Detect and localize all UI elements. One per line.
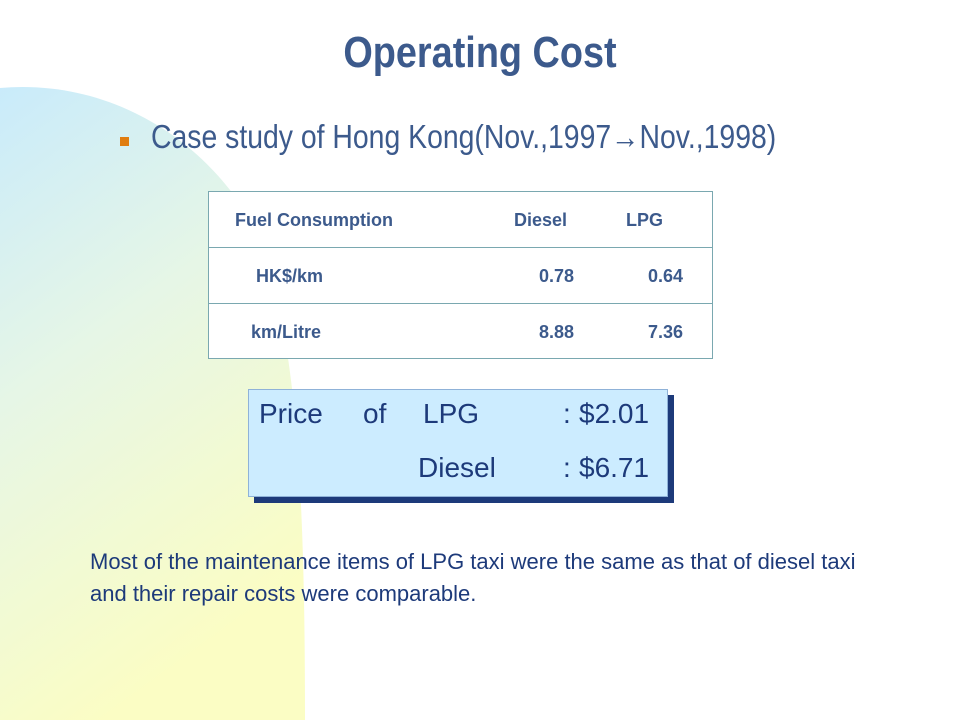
lpg-value: 0.64 [648, 266, 684, 286]
diesel-value: 8.88 [539, 322, 575, 342]
fuel-price-box: Price of LPG : $2.01 Diesel : $6.71 [248, 389, 668, 497]
table-row: km/Litre 8.88 7.36 [209, 304, 712, 360]
of-label: of [363, 398, 387, 429]
row-label: HK$/km [256, 266, 324, 286]
header-cell-lpg: LPG [626, 210, 664, 230]
lpg-fuel-label: LPG [423, 398, 480, 429]
table-header-row: Fuel Consumption Diesel LPG [209, 192, 712, 248]
lpg-value: 7.36 [648, 322, 684, 342]
slide-title: Operating Cost [343, 28, 617, 77]
fuel-consumption-table: Fuel Consumption Diesel LPG HK$/km 0.78 … [208, 191, 713, 359]
diesel-colon: : [563, 452, 571, 483]
diesel-fuel-label: Diesel [418, 452, 496, 483]
lpg-price-value: $2.01 [579, 398, 650, 429]
square-bullet-icon [120, 136, 129, 146]
row-label: km/Litre [251, 322, 322, 342]
bullet-point: Case study of Hong Kong(Nov.,1997→Nov.,1… [120, 118, 878, 156]
diesel-value: 0.78 [539, 266, 575, 286]
header-cell-fuel-consumption: Fuel Consumption [235, 210, 393, 230]
bullet-text: Case study of Hong Kong(Nov.,1997→Nov.,1… [151, 118, 777, 155]
diesel-price-value: $6.71 [579, 452, 650, 483]
maintenance-note: Most of the maintenance items of LPG tax… [90, 549, 856, 606]
header-cell-diesel: Diesel [514, 210, 568, 230]
price-label: Price [259, 398, 323, 429]
table-row: HK$/km 0.78 0.64 [209, 248, 712, 304]
lpg-colon: : [563, 398, 571, 429]
